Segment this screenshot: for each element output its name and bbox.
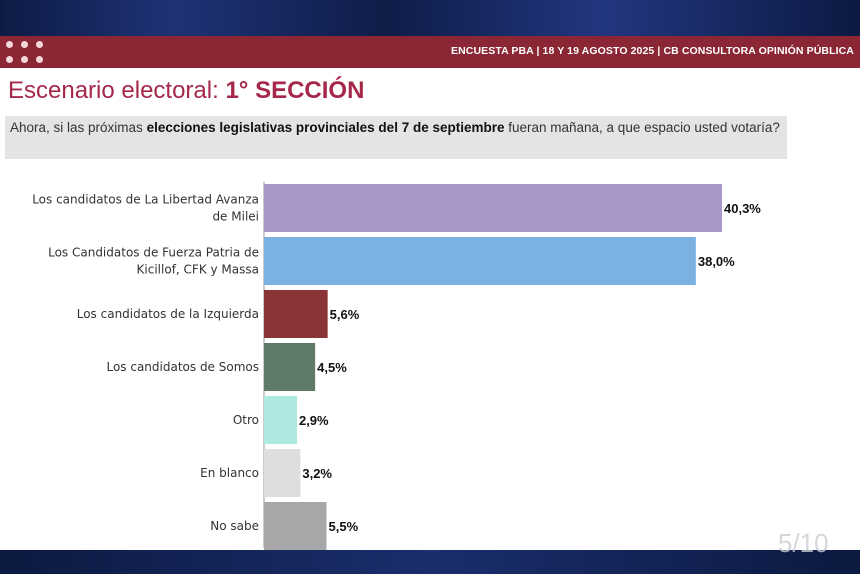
dots-icon: [4, 39, 48, 65]
bar-4: [264, 396, 297, 444]
category-label-4-line-0: Otro: [233, 413, 259, 427]
header-bar: ENCUESTA PBA | 18 Y 19 AGOSTO 2025 | CB …: [0, 36, 860, 68]
category-label-1-line-0: Los Candidatos de Fuerza Patria de: [48, 246, 259, 260]
bar-0: [264, 184, 722, 232]
bar-1: [264, 237, 696, 285]
background-top: [0, 0, 860, 40]
category-label-5-line-0: En blanco: [200, 466, 259, 480]
value-label-1: 38,0%: [698, 254, 735, 269]
bar-2: [264, 290, 328, 338]
value-label-2: 5,6%: [330, 307, 360, 322]
bar-5: [264, 449, 301, 497]
value-label-0: 40,3%: [724, 201, 761, 216]
question-part2: fueran mañana, a que espacio usted votar…: [504, 120, 780, 135]
page-title: Escenario electoral: 1° SECCIÓN: [8, 77, 364, 105]
slide: ENCUESTA PBA | 18 Y 19 AGOSTO 2025 | CB …: [0, 36, 860, 550]
background-bottom: [0, 550, 860, 574]
value-label-4: 2,9%: [299, 413, 329, 428]
bar-3: [264, 343, 316, 391]
category-label-1-line-1: Kicillof, CFK y Massa: [137, 263, 259, 277]
question-part1: Ahora, si las próximas: [10, 120, 147, 135]
decorative-pattern-icon: [834, 471, 852, 543]
bar-6: [264, 502, 327, 550]
category-label-0-line-0: Los candidatos de La Libertad Avanza: [32, 193, 259, 207]
category-label-3-line-0: Los candidatos de Somos: [106, 360, 259, 374]
value-label-6: 5,5%: [329, 519, 359, 534]
question-bold: elecciones legislativas provinciales del…: [146, 120, 505, 135]
survey-header: ENCUESTA PBA | 18 Y 19 AGOSTO 2025 | CB …: [450, 45, 854, 57]
value-label-3: 4,5%: [317, 360, 347, 375]
page-number: 5/10: [778, 528, 829, 558]
question-text: Ahora, si las próximas elecciones legisl…: [5, 116, 787, 159]
value-label-5: 3,2%: [302, 466, 332, 481]
category-label-0-line-1: de Milei: [212, 210, 259, 224]
category-label-6-line-0: No sabe: [210, 519, 259, 533]
title-section: 1° SECCIÓN: [225, 77, 365, 104]
title-prefix: Escenario electoral:: [8, 77, 226, 104]
category-label-2-line-0: Los candidatos de la Izquierda: [77, 307, 259, 321]
